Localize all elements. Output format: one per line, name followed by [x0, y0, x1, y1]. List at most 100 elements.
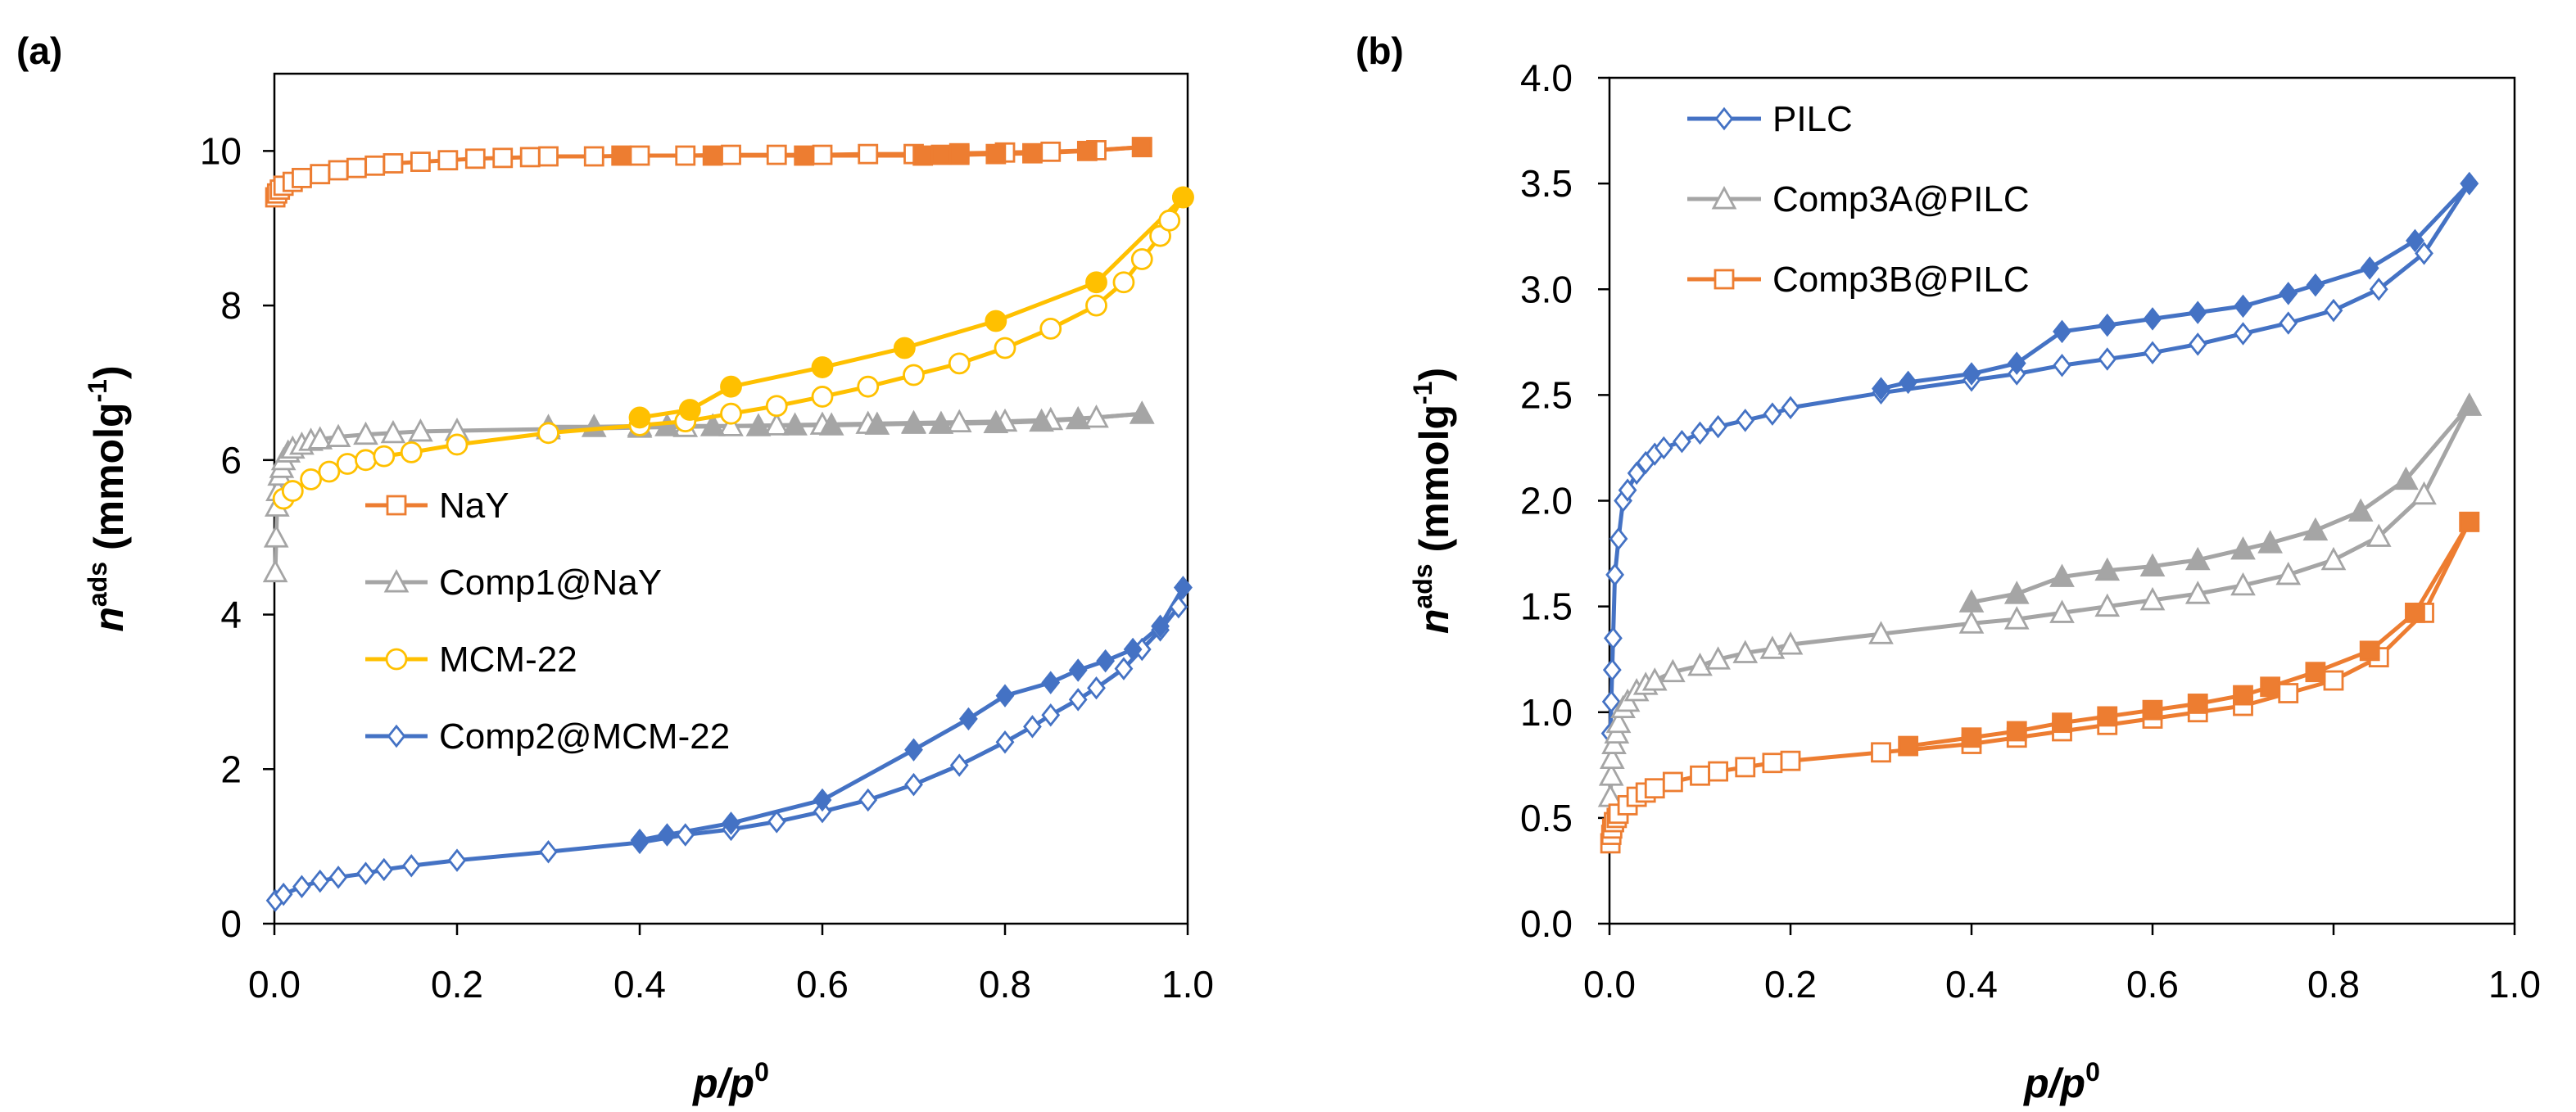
desorption-point	[628, 406, 651, 429]
desorption-point	[959, 707, 978, 731]
desorption-line	[639, 586, 1185, 843]
desorption-point	[1068, 658, 1088, 682]
desorption-point	[2405, 602, 2425, 623]
desorption-point	[1096, 649, 1116, 673]
adsorption-point	[408, 418, 433, 442]
series-comp3a-pilc	[1597, 392, 2483, 807]
adsorption-line	[273, 411, 1143, 572]
y-tick-label: 0.5	[1520, 797, 1573, 839]
x-tick-label: 0.2	[1764, 963, 1817, 1006]
desorption-point	[1958, 589, 1985, 613]
desorption-point	[1151, 614, 1170, 638]
adsorption-point	[410, 151, 431, 172]
desorption-point	[2359, 640, 2380, 662]
adsorption-point	[1112, 271, 1135, 294]
adsorption-point	[994, 337, 1016, 359]
legend-label: Comp3A@PILC	[1772, 179, 2030, 219]
adsorption-point	[1641, 667, 1668, 691]
legend-item-comp1-nay: Comp1@NaY	[365, 563, 662, 603]
adsorption-point	[1618, 478, 1637, 502]
adsorption-point	[2278, 683, 2299, 703]
adsorption-point	[519, 147, 541, 168]
adsorption-point	[2098, 347, 2117, 371]
adsorption-line	[274, 586, 1185, 902]
desorption-point	[901, 410, 926, 434]
adsorption-point	[307, 426, 333, 450]
adsorption-point	[1085, 294, 1107, 317]
legend-label: NaY	[439, 486, 509, 526]
adsorption-point	[1705, 646, 1731, 670]
desorption-point	[985, 310, 1007, 332]
adsorption-point	[336, 453, 359, 475]
adsorption-point	[2279, 311, 2298, 335]
desorption-point	[2007, 351, 2026, 375]
desorption-point	[1041, 671, 1061, 694]
adsorption-point	[721, 144, 741, 165]
desorption-point	[2230, 536, 2256, 560]
adsorption-point	[676, 823, 695, 847]
desorption-point	[2260, 676, 2281, 698]
desorption-point	[1085, 271, 1107, 294]
adsorption-point	[2184, 581, 2211, 604]
desorption-point	[2184, 546, 2211, 571]
y-tick-label: 4.0	[1520, 57, 1573, 99]
desorption-point	[2139, 553, 2166, 577]
desorption-point	[1022, 142, 1043, 164]
adsorption-point	[1627, 461, 1646, 486]
desorption-point	[904, 738, 923, 762]
desorption-point	[2187, 694, 2208, 714]
legend-marker	[383, 569, 410, 593]
desorption-point	[2053, 319, 2071, 344]
adsorption-point	[995, 730, 1015, 754]
desorption-point	[2094, 557, 2121, 581]
desorption-point	[1076, 140, 1098, 161]
desorption-point	[782, 412, 808, 436]
adsorption-point	[400, 441, 423, 463]
desorption-point	[722, 811, 740, 835]
desorption-point	[1029, 408, 1054, 432]
adsorption-point	[720, 402, 742, 425]
adsorption-point	[2365, 523, 2392, 547]
series-nay	[265, 137, 1152, 208]
legend-marker	[385, 648, 408, 671]
adsorption-point	[2049, 599, 2075, 623]
x-tick-label: 0.2	[431, 963, 483, 1006]
desorption-point	[2406, 228, 2424, 253]
desorption-point	[630, 828, 650, 852]
adsorption-point	[2320, 546, 2347, 571]
adsorption-point	[1041, 703, 1061, 727]
adsorption-point	[1781, 396, 1800, 420]
legend-item-comp3a-pilc: Comp3A@PILC	[1687, 179, 2030, 219]
adsorption-point	[1040, 141, 1062, 162]
desorption-point	[930, 144, 952, 165]
desorption-line	[621, 145, 1143, 158]
desorption-point	[818, 412, 844, 436]
y-tick-label: 8	[220, 284, 242, 327]
legend-label: PILC	[1772, 99, 1853, 139]
y-tick-label: 3.5	[1520, 162, 1573, 205]
adsorption-point	[948, 352, 971, 375]
adsorption-line	[1608, 405, 2471, 798]
adsorption-point	[1604, 626, 1623, 650]
adsorption-point	[1654, 436, 1673, 460]
adsorption-point	[1759, 635, 1786, 659]
desorption-point	[2234, 294, 2252, 319]
adsorption-point	[2415, 242, 2433, 265]
y-tick-label: 0.0	[1520, 902, 1573, 945]
adsorption-point	[1023, 715, 1042, 739]
adsorption-point	[2234, 322, 2252, 346]
adsorption-point	[1709, 414, 1727, 439]
adsorption-point	[2053, 353, 2071, 377]
desorption-point	[2257, 530, 2283, 554]
adsorption-point	[356, 861, 375, 885]
panel-b: (b) 0.0 0.5 1.0 1.5 2.0 2.5 3.0 3.5 4.0 0.0 0.2 0.4 0…	[1356, 29, 2541, 1106]
adsorption-point	[1601, 689, 1621, 714]
desorption-point	[1962, 362, 1981, 386]
adsorption-point	[437, 150, 459, 171]
adsorption-point	[2143, 341, 2162, 364]
legend-marker	[1714, 106, 1734, 131]
desorption-point	[2393, 466, 2419, 490]
adsorption-point	[1958, 610, 1985, 634]
adsorption-point	[346, 157, 367, 179]
desorption-point	[1899, 370, 1918, 395]
